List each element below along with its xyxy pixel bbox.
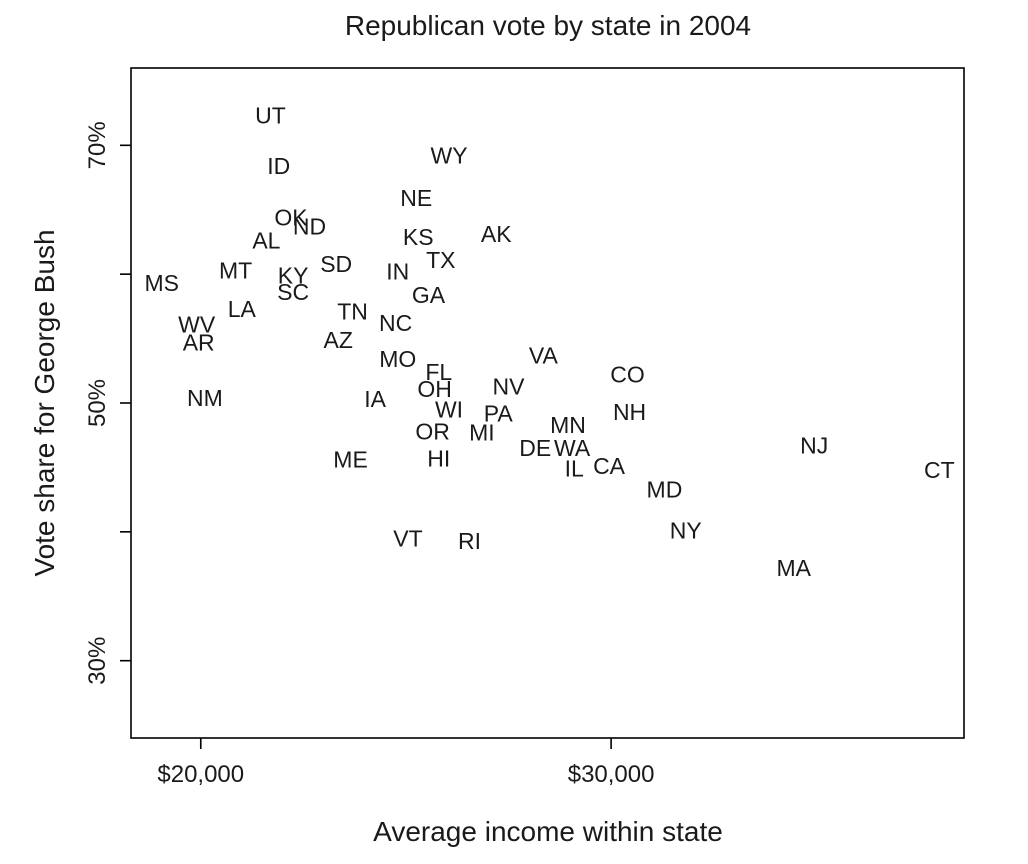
state-label-sc: SC [277,279,309,305]
state-label-vt: VT [393,525,422,551]
state-label-wv: WV [178,311,216,337]
state-label-nj: NJ [800,433,828,459]
y-tick-label: 30% [84,637,111,685]
state-label-mt: MT [219,257,252,283]
state-label-nh: NH [613,399,646,425]
chart-title: Republican vote by state in 2004 [345,10,751,41]
state-label-ar: AR [183,329,215,355]
state-label-tx: TX [426,247,455,273]
state-label-me: ME [333,447,368,473]
x-axis-label: Average income within state [373,816,723,847]
state-label-sd: SD [320,251,352,277]
state-label-ms: MS [145,270,180,296]
state-label-ne: NE [400,185,432,211]
state-label-wy: WY [430,143,467,169]
state-label-id: ID [267,153,290,179]
state-label-va: VA [529,342,559,368]
state-label-ri: RI [458,528,481,554]
state-label-il: IL [565,456,584,482]
state-label-al: AL [252,228,280,254]
state-label-wa: WA [554,435,591,461]
state-label-fl: FL [425,359,452,385]
state-label-md: MD [647,476,683,502]
x-axis: $20,000 $30,000 [157,738,654,788]
state-label-co: CO [610,362,645,388]
state-label-ks: KS [403,224,434,250]
x-tick-label: $20,000 [157,761,244,788]
state-label-wi: WI [435,396,463,422]
state-label-ia: IA [364,386,386,412]
state-label-nd: ND [293,213,326,239]
state-label-la: LA [228,296,257,322]
state-label-ma: MA [776,555,811,581]
state-label-ga: GA [412,282,446,308]
state-label-ak: AK [481,221,512,247]
state-label-nv: NV [493,373,526,399]
plot-frame [130,67,965,739]
state-label-mi: MI [469,420,495,446]
state-label-ok: OK [274,204,308,230]
state-label-in: IN [386,259,409,285]
state-label-ut: UT [255,103,286,129]
y-tick-label: 50% [84,379,111,427]
state-label-or: OR [415,418,450,444]
state-label-oh: OH [417,376,452,402]
state-label-de: DE [519,435,551,461]
state-label-mo: MO [379,346,416,372]
state-label-hi: HI [427,445,450,471]
state-label-ct: CT [924,457,955,483]
state-label-nc: NC [379,310,412,336]
x-tick-label: $30,000 [568,761,655,788]
y-axis-label: Vote share for George Bush [29,229,60,576]
y-axis: 30% 50% 70% [84,121,131,685]
y-tick-label: 70% [84,121,111,169]
state-label-pa: PA [484,400,514,426]
state-label-tn: TN [337,299,368,325]
state-label-mn: MN [550,412,586,438]
state-label-nm: NM [187,385,223,411]
state-label-az: AZ [324,327,353,353]
state-label-ny: NY [670,518,702,544]
state-label-ky: KY [278,262,309,288]
state-label-ca: CA [593,453,626,479]
